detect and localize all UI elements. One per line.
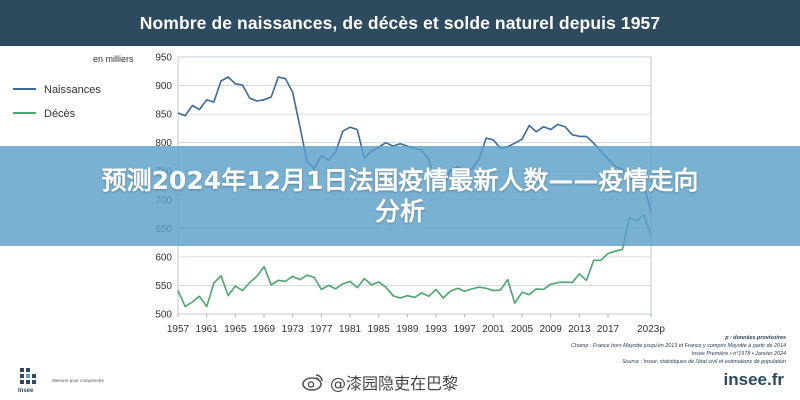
- insee-caption: Mesurer pour comprendre: [52, 378, 105, 383]
- legend: en milliers Naissances Décès: [13, 54, 134, 120]
- legend-label: Naissances: [44, 84, 101, 96]
- source-line-3: Insee Première • n°1978 • Janvier 2024: [691, 351, 786, 357]
- insee-logo-icon: [20, 368, 36, 384]
- weibo-watermark: @漆园隐吏在巴黎: [302, 370, 458, 394]
- series-line-deces: [177, 213, 652, 308]
- x-tick-label: 1981: [339, 324, 362, 335]
- y-tick-label: 600: [155, 252, 172, 263]
- x-tick-label: 1989: [396, 324, 419, 335]
- headline-line-2: 分析: [374, 197, 425, 226]
- source-line-2: Champ : France hors Mayotte jusqu'en 201…: [571, 343, 786, 349]
- legend-label: Décès: [44, 108, 76, 120]
- x-tick-label: 1985: [368, 324, 391, 335]
- x-tick-label: 1965: [224, 324, 247, 335]
- insee-fr-link[interactable]: insee.fr: [723, 370, 784, 389]
- x-tick-label: 1969: [253, 324, 276, 335]
- y-tick-label: 550: [155, 281, 172, 292]
- y-axis-unit-label: en milliers: [93, 54, 134, 64]
- title-bar: Nombre de naissances, de décès et solde …: [0, 0, 800, 46]
- x-tick-label: 1997: [454, 324, 477, 335]
- x-tick-label: 2009: [540, 324, 563, 335]
- source-line-1: p : données provisoires: [725, 335, 786, 341]
- y-tick-label: 800: [155, 138, 172, 149]
- weibo-handle: @漆园隐吏在巴黎: [330, 374, 459, 393]
- weibo-icon: [302, 374, 323, 391]
- x-tick-label: 1961: [196, 324, 219, 335]
- insee-wordmark: Insee: [18, 388, 34, 394]
- x-tick-label: 2023p: [637, 324, 665, 335]
- source-notes: p : données provisoires Champ : France h…: [571, 334, 786, 366]
- source-line-4: Source : Insee, statistiques de l'état c…: [621, 359, 786, 365]
- headline-overlay: 预测2024年12月1日法国疫情最新人数——疫情走向 分析: [0, 146, 800, 246]
- x-tick-label: 1957: [167, 324, 190, 335]
- y-tick-label: 950: [155, 53, 172, 64]
- x-tick-label: 2001: [482, 324, 505, 335]
- x-tick-label: 1993: [425, 324, 448, 335]
- y-tick-label: 900: [155, 81, 172, 92]
- x-tick-label: 1973: [282, 324, 305, 335]
- y-tick-label: 500: [155, 310, 172, 321]
- x-tick-label: 2013: [568, 324, 591, 335]
- x-tick-label: 2005: [511, 324, 534, 335]
- y-tick-label: 850: [155, 110, 172, 121]
- headline-line-1: 预测2024年12月1日法国疫情最新人数——疫情走向: [101, 166, 699, 195]
- x-tick-label: 1977: [310, 324, 333, 335]
- chart-title: Nombre de naissances, de décès et solde …: [139, 12, 661, 33]
- x-tick-label: 2017: [597, 324, 620, 335]
